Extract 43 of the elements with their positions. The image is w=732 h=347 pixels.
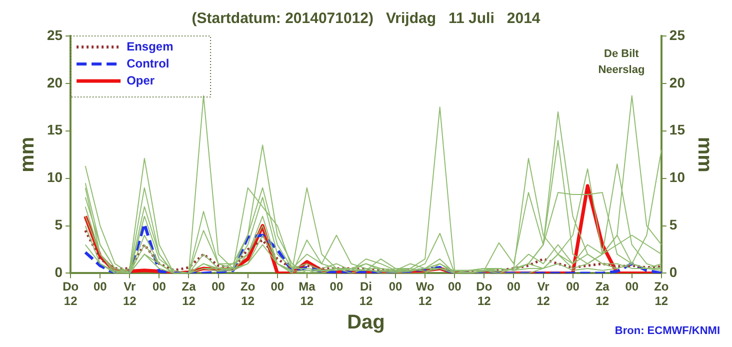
y-tick-label: 10 — [46, 169, 63, 186]
legend-label: Oper — [126, 73, 155, 88]
x-tick-label: 00 — [448, 280, 462, 294]
y2-tick-label: 10 — [669, 169, 686, 186]
x-tick-label: 00 — [330, 280, 344, 294]
legend-label: Ensgem — [126, 39, 174, 54]
y-tick-label: 20 — [46, 74, 63, 90]
x-tick-label: 00 — [212, 280, 226, 294]
x-tick-label: Di 12 — [359, 280, 373, 308]
y2-tick-label: 20 — [669, 74, 686, 90]
x-tick-label: Wo 12 — [416, 280, 434, 308]
y-tick-label: 25 — [46, 26, 63, 43]
x-tick-label: Za 12 — [182, 280, 196, 308]
x-tick-label: Zo 12 — [654, 280, 669, 308]
x-axis-title: Dag — [347, 312, 385, 334]
x-tick-label: 00 — [625, 280, 639, 294]
x-tick-label: Do 12 — [476, 280, 492, 308]
x-tick-label: Vr 12 — [536, 280, 550, 308]
x-tick-label: 00 — [388, 280, 403, 294]
x-tick-label: 00 — [270, 280, 284, 294]
x-tick-label: 00 — [93, 280, 108, 294]
chart-title: (Startdatum: 2014071012) Vrijdag 11 Juli 2014 — [192, 10, 541, 28]
y-tick-label: 15 — [46, 122, 63, 138]
legend-label: Control — [126, 56, 170, 70]
x-tick-label: Zo 12 — [240, 280, 256, 308]
x-tick-label: 00 — [152, 280, 166, 294]
x-tick-label: 00 — [507, 280, 521, 294]
y-tick-label: 5 — [54, 216, 63, 233]
y2-axis-title: mm — [693, 136, 716, 172]
y2-tick-label: 25 — [669, 26, 686, 43]
x-tick-label: 00 — [566, 280, 580, 294]
y2-tick-label: 5 — [669, 216, 678, 233]
text: Bron: ECMWF/KNMI — [614, 325, 720, 338]
y-axis-title: mm — [16, 136, 39, 172]
y2-tick-label: 0 — [669, 264, 678, 280]
y2-tick-label: 15 — [669, 122, 686, 138]
x-tick-label: Vr 12 — [122, 280, 137, 308]
x-tick-label: Za 12 — [595, 280, 610, 308]
x-tick-label: Do 12 — [62, 280, 79, 308]
y-tick-label: 0 — [54, 264, 63, 280]
x-tick-label: Ma 12 — [298, 280, 316, 308]
annotation: Neerslag — [598, 64, 645, 76]
annotation: De Bilt — [604, 48, 640, 60]
